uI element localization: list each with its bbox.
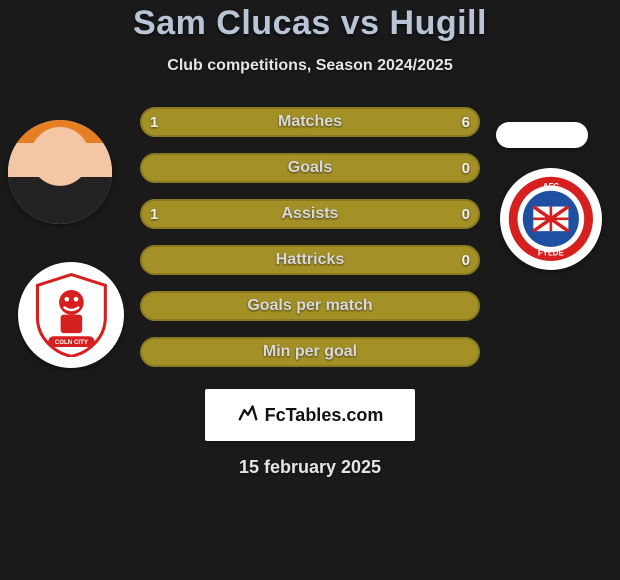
infographic-root: Sam Clucas vs Hugill Club competitions, …	[0, 0, 620, 580]
stat-row: Goals0	[140, 153, 480, 183]
stat-value-right: 6	[462, 107, 470, 137]
player-left-avatar	[8, 120, 112, 224]
stat-label: Matches	[140, 107, 480, 137]
stat-label: Goals per match	[140, 291, 480, 321]
player-right-avatar	[496, 122, 588, 148]
stat-value-right: 0	[462, 245, 470, 275]
stat-row: Min per goal	[140, 337, 480, 367]
brand-text: FcTables.com	[265, 405, 384, 426]
club-badge-right: AFC FYLDE	[500, 168, 602, 270]
svg-text:AFC: AFC	[543, 182, 559, 191]
stat-label: Min per goal	[140, 337, 480, 367]
club-badge-left: COLN CITY	[18, 262, 124, 368]
page-title: Sam Clucas vs Hugill	[0, 4, 620, 43]
stat-value-left: 1	[150, 199, 158, 229]
stat-value-right: 0	[462, 153, 470, 183]
svg-text:COLN CITY: COLN CITY	[54, 339, 87, 346]
page-subtitle: Club competitions, Season 2024/2025	[0, 57, 620, 75]
club-badge-left-crest: COLN CITY	[18, 262, 124, 368]
stat-row: Assists1 0	[140, 199, 480, 229]
player-left-face	[8, 120, 112, 224]
stat-bars: Matches16Goals0Assists10Hattricks0Goals …	[140, 107, 480, 367]
stat-label: Goals	[140, 153, 480, 183]
stat-row: Matches1 6	[140, 107, 480, 137]
club-badge-right-crest: AFC FYLDE	[500, 168, 602, 270]
stat-label: Hattricks	[140, 245, 480, 275]
brand-logo-icon	[237, 401, 259, 429]
stat-row: Hattricks0	[140, 245, 480, 275]
stat-value-right: 0	[462, 199, 470, 229]
date-line: 15 february 2025	[0, 457, 620, 478]
svg-text:FYLDE: FYLDE	[538, 249, 564, 258]
stat-value-left: 1	[150, 107, 158, 137]
brand-attribution: FcTables.com	[205, 389, 415, 441]
stat-row: Goals per match	[140, 291, 480, 321]
stat-label: Assists	[140, 199, 480, 229]
